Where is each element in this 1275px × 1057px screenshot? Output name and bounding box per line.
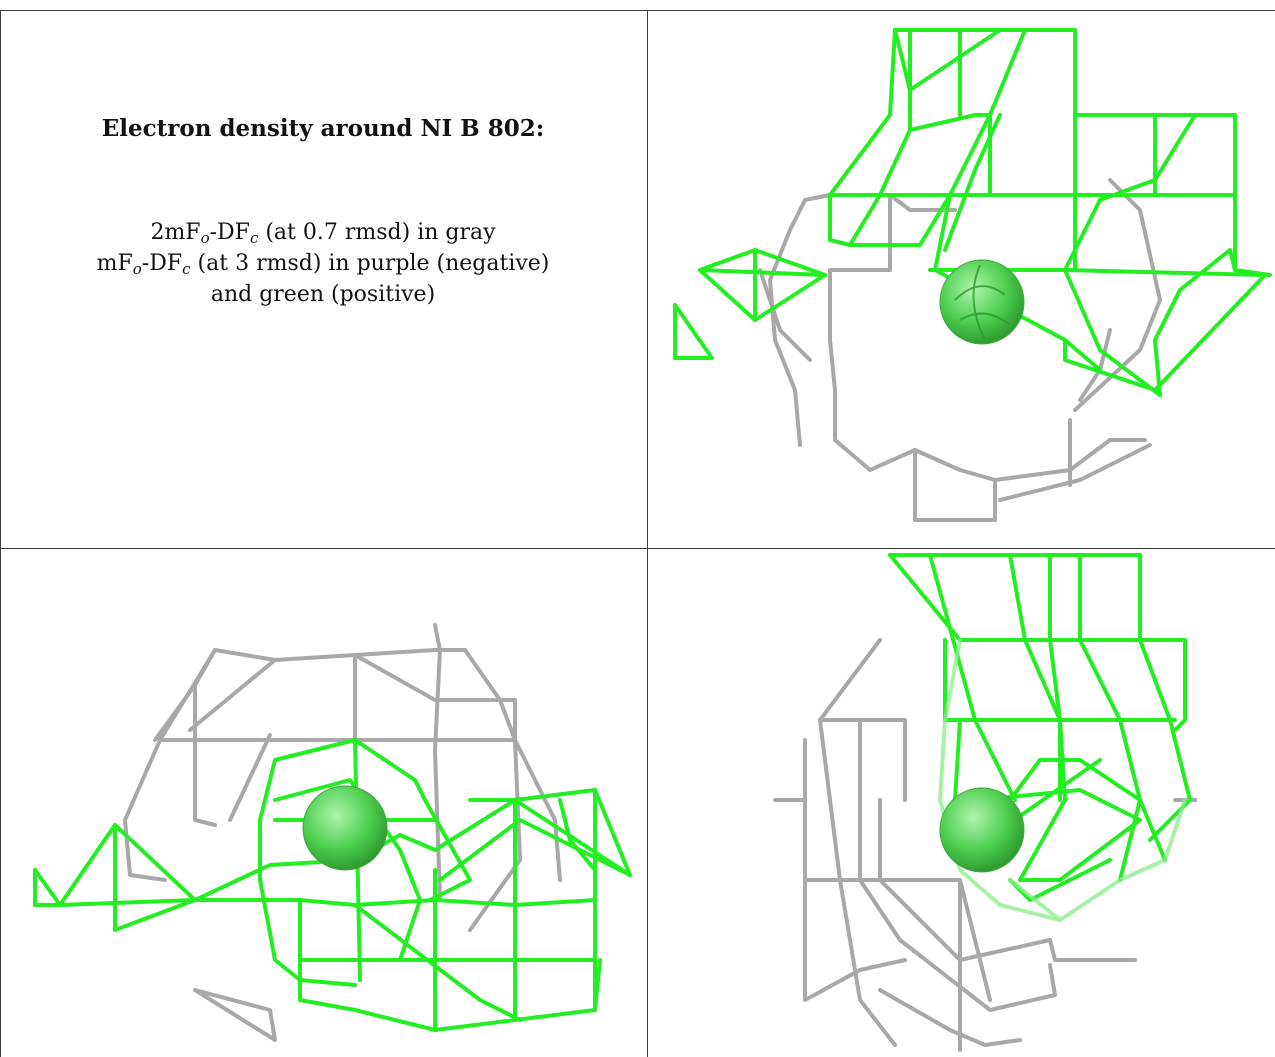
green-fofc-mesh xyxy=(673,28,1272,397)
caption-line-colors: and green (positive) xyxy=(210,282,436,307)
caption-title: Electron density around NI B 802: xyxy=(101,115,545,142)
gray-2fofc-mesh xyxy=(758,178,1162,522)
ni-atom-sphere xyxy=(939,259,1025,345)
figure-caption: Electron density around NI B 802: 2mFo-D… xyxy=(14,115,632,310)
density-view-top-right xyxy=(673,28,1272,522)
gray-2fofc-mesh xyxy=(773,638,1197,1052)
gray-2fofc-mesh xyxy=(123,623,562,1042)
caption-line-2fofc: 2mFo-DFc (at 0.7 rmsd) in gray xyxy=(150,220,496,247)
ni-atom-sphere xyxy=(302,785,388,871)
border-middle-vertical xyxy=(647,10,648,1057)
border-middle-horizontal xyxy=(0,548,1275,549)
border-left xyxy=(0,10,1,1057)
density-view-bottom-right xyxy=(773,553,1197,1052)
border-top xyxy=(0,10,1275,11)
green-fofc-mesh xyxy=(888,553,1192,902)
ni-atom-sphere xyxy=(939,787,1025,873)
density-view-bottom-left xyxy=(33,623,632,1042)
caption-line-fofc: mFo-DFc (at 3 rmsd) in purple (negative) xyxy=(96,251,550,278)
green-fofc-mesh xyxy=(33,738,632,1032)
